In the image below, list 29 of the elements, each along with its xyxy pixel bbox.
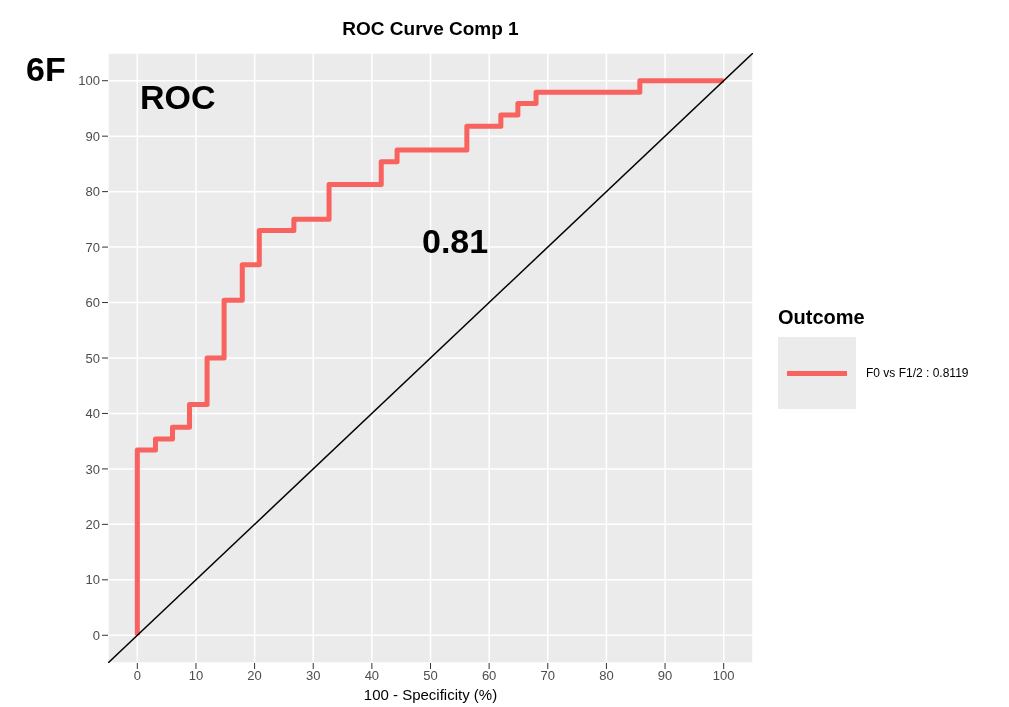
x-tick-label: 0 xyxy=(133,668,141,684)
x-tick-label: 40 xyxy=(364,668,380,684)
y-tick-label: 70 xyxy=(85,239,100,255)
legend-label: F0 vs F1/2 : 0.8119 xyxy=(866,366,969,380)
x-axis-title: 100 - Specificity (%) xyxy=(363,686,498,703)
y-tick-label: 0 xyxy=(92,627,100,643)
y-tick-label: 60 xyxy=(85,295,100,311)
y-tick-label: 80 xyxy=(85,184,100,200)
legend-title: Outcome xyxy=(778,306,866,329)
x-tick-label: 60 xyxy=(481,668,497,684)
text: 6F xyxy=(26,50,66,89)
x-tick-label: 80 xyxy=(599,668,614,684)
x-tick-label: 100 xyxy=(712,668,735,684)
annotation: 0.81 xyxy=(422,222,489,261)
x-tick-label: 10 xyxy=(188,668,204,684)
x-tick-label: 90 xyxy=(657,668,673,684)
x-tick-label: 20 xyxy=(247,668,262,684)
y-tick-label: 100 xyxy=(78,73,100,89)
annotation: ROC xyxy=(140,78,216,117)
y-tick-label: 20 xyxy=(85,516,100,532)
y-tick-label: 10 xyxy=(85,572,100,588)
x-tick-label: 70 xyxy=(540,668,556,684)
y-tick-label: 90 xyxy=(85,128,100,144)
chart-title: ROC Curve Comp 1 xyxy=(341,18,520,40)
y-tick-label: 30 xyxy=(85,461,100,477)
x-tick-label: 30 xyxy=(305,668,321,684)
y-tick-label: 40 xyxy=(85,406,100,422)
x-tick-label: 50 xyxy=(423,668,438,684)
y-tick-label: 50 xyxy=(85,350,100,366)
